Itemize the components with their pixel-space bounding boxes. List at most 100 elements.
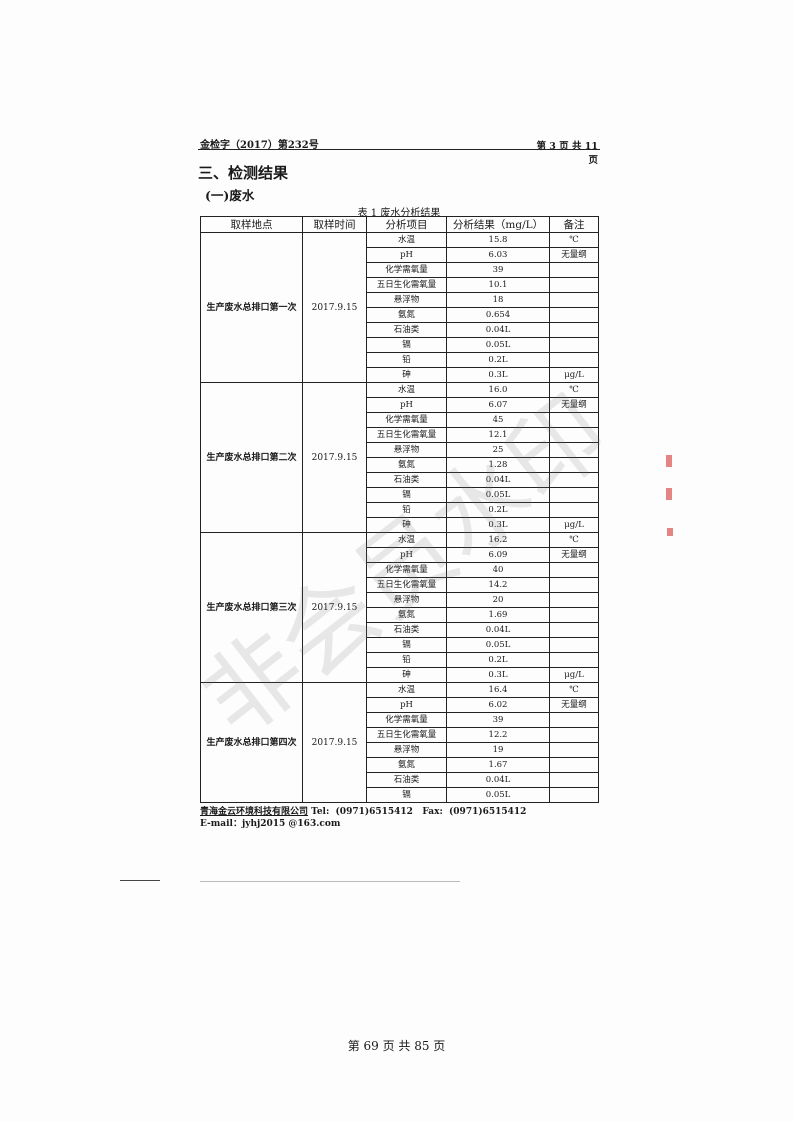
analysis-item: 铅 [366, 352, 447, 368]
table-row: 镉 0.05L [201, 637, 599, 653]
remark [549, 262, 599, 278]
sampling-site: 生产废水总排口第四次 [200, 682, 303, 803]
remark: ℃ [549, 532, 599, 548]
analysis-result: 1.67 [446, 757, 550, 773]
phone-fax: Tel: (0971)6515412 Fax: (0971)6515412 [308, 807, 527, 817]
analysis-result: 19 [446, 742, 550, 758]
analysis-item: 镉 [366, 787, 447, 803]
table-row: 悬浮物 25 [201, 442, 599, 458]
analysis-item: 氨氮 [366, 757, 447, 773]
analysis-result: 16.4 [446, 682, 550, 698]
analysis-item: 悬浮物 [366, 292, 447, 308]
header-divider [198, 149, 600, 150]
analysis-item: 五日生化需氧量 [366, 727, 447, 743]
analysis-result: 6.03 [446, 247, 550, 263]
remark: μg/L [549, 667, 599, 683]
remark [549, 352, 599, 368]
sampling-site: 生产废水总排口第一次 [200, 232, 303, 383]
column-header: 取样时间 [302, 216, 367, 233]
sampling-date: 2017.9.15 [302, 382, 367, 533]
wastewater-results-table: 取样地点 取样时间 分析项目 分析结果（mg/L） 备注 生产废水总排口第一次 2… [200, 216, 599, 803]
page-number: 第 69 页 共 85 页 [347, 1039, 446, 1053]
table-row: 五日生化需氧量 12.2 [201, 727, 599, 743]
analysis-item: 水温 [366, 232, 447, 248]
analysis-result: 0.04L [446, 622, 550, 638]
remark [549, 622, 599, 638]
stamp-fragment [666, 455, 672, 467]
remark [549, 562, 599, 578]
analysis-item: 砷 [366, 667, 447, 683]
footer-contact: 青海金云环境科技有限公司 Tel: (0971)6515412 Fax: (09… [200, 804, 526, 817]
table-row: 生产废水总排口第三次 2017.9.15 水温 16.2 ℃ [200, 532, 599, 683]
analysis-result: 0.05L [446, 637, 550, 653]
analysis-item: 砷 [366, 367, 447, 383]
stamp-fragment [666, 488, 672, 500]
sampling-date: 2017.9.15 [302, 232, 367, 383]
table-row: 石油类 0.04L [201, 622, 599, 638]
analysis-item: 化学需氧量 [366, 262, 447, 278]
table-row: 生产废水总排口第二次 2017.9.15 水温 16.0 ℃ [200, 382, 599, 533]
table-row: 石油类 0.04L [201, 472, 599, 488]
table-row: 石油类 0.04L [201, 322, 599, 338]
remark [549, 787, 599, 803]
analysis-result: 0.04L [446, 772, 550, 788]
analysis-result: 12.2 [446, 727, 550, 743]
remark [549, 727, 599, 743]
remark: 无量纲 [549, 247, 599, 263]
analysis-item: 水温 [366, 682, 447, 698]
subsection-title: (一)废水 [205, 188, 255, 203]
table-row: 砷 0.3L μg/L [201, 367, 599, 383]
remark [549, 337, 599, 353]
table-row: 化学需氧量 39 [201, 262, 599, 278]
sampling-date: 2017.9.15 [302, 682, 367, 803]
column-header: 备注 [549, 216, 599, 233]
analysis-result: 6.02 [446, 697, 550, 713]
table-row: 镉 0.05L [201, 487, 599, 503]
analysis-item: 氨氮 [366, 307, 447, 323]
analysis-result: 15.8 [446, 232, 550, 248]
column-header: 分析项目 [366, 216, 447, 233]
remark [549, 652, 599, 668]
analysis-result: 1.69 [446, 607, 550, 623]
table-header-row: 取样地点 取样时间 分析项目 分析结果（mg/L） 备注 [200, 216, 599, 233]
remark [549, 712, 599, 728]
table-row: 生产废水总排口第四次 2017.9.15 水温 16.4 ℃ [200, 682, 599, 803]
remark [549, 607, 599, 623]
column-header: 分析结果（mg/L） [446, 216, 550, 233]
remark: ℃ [549, 682, 599, 698]
analysis-result: 0.2L [446, 652, 550, 668]
company-name: 青海金云环境科技有限公司 [200, 807, 309, 817]
analysis-item: 化学需氧量 [366, 712, 447, 728]
analysis-result: 10.1 [446, 277, 550, 293]
analysis-item: 五日生化需氧量 [366, 277, 447, 293]
header-page-number: 第 3 页 共 11 页 [536, 141, 598, 166]
section-title: 三、检测结果 [198, 164, 289, 182]
analysis-result: 0.654 [446, 307, 550, 323]
remark [549, 742, 599, 758]
remark: ℃ [549, 232, 599, 248]
analysis-item: 镉 [366, 337, 447, 353]
table-row: 砷 0.3L μg/L [201, 517, 599, 533]
sampling-site: 生产废水总排口第三次 [200, 532, 303, 683]
table-row: 五日生化需氧量 14.2 [201, 577, 599, 593]
analysis-item: 五日生化需氧量 [366, 427, 447, 443]
column-header: 取样地点 [200, 216, 303, 233]
analysis-item: pH [366, 697, 447, 713]
analysis-result: 0.05L [446, 337, 550, 353]
analysis-result: 0.3L [446, 667, 550, 683]
analysis-result: 39 [446, 712, 550, 728]
table-row: 生产废水总排口第一次 2017.9.15 水温 15.8 ℃ [200, 232, 599, 383]
footer-email: E-mail：jyhj2015 @163.com [200, 819, 341, 829]
remark [549, 292, 599, 308]
sampling-site: 生产废水总排口第二次 [200, 382, 303, 533]
table-row: 镉 0.05L [201, 337, 599, 353]
analysis-item: pH [366, 247, 447, 263]
analysis-result: 18 [446, 292, 550, 308]
analysis-item: 化学需氧量 [366, 412, 447, 428]
table-row: 镉 0.05L [201, 787, 599, 803]
analysis-item: 石油类 [366, 772, 447, 788]
table-row: pH 6.09 无量纲 [201, 547, 599, 563]
analysis-item: 悬浮物 [366, 742, 447, 758]
analysis-result: 0.05L [446, 787, 550, 803]
stamp-fragment [667, 528, 673, 536]
